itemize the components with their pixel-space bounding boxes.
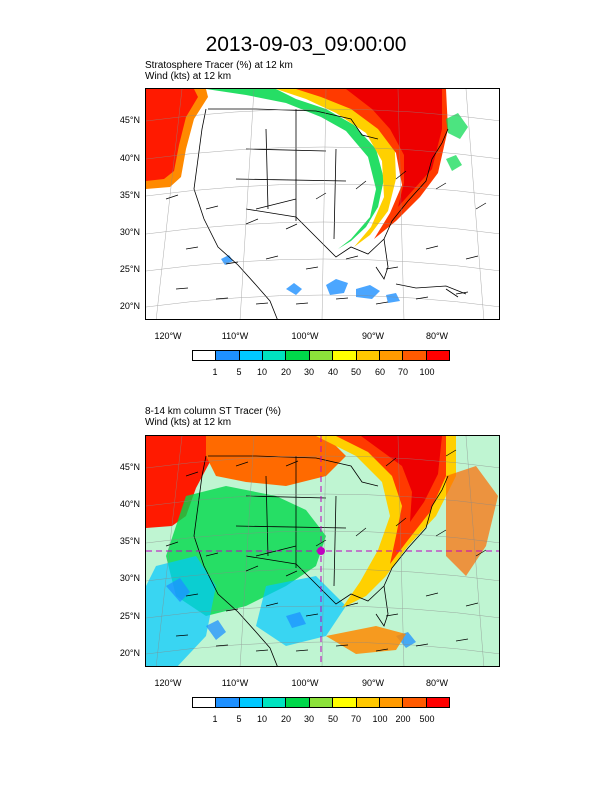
- colorbar-1-swatch: [379, 351, 404, 360]
- colorbar-2-swatch: [239, 698, 264, 707]
- lat-label-40: 40°N: [119, 499, 140, 509]
- wind-barbs: [165, 170, 487, 305]
- colorbar-2-label: 20: [280, 714, 291, 724]
- colorbar-2-label: 10: [256, 714, 267, 724]
- colorbar-1-swatch: [403, 351, 427, 360]
- map-panel-1: [145, 88, 500, 320]
- tracer-region-west: [146, 436, 216, 528]
- lon-label-90: 90°W: [361, 678, 385, 688]
- lon-label-90: 90°W: [361, 331, 385, 341]
- tracer-region-east-offshore: [446, 466, 498, 576]
- panel1-title: Stratosphere Tracer (%) at 12 km: [145, 60, 293, 71]
- tracer-region-south: [326, 626, 406, 654]
- colorbar-1-swatch: [286, 351, 310, 360]
- lat-label-30: 30°N: [119, 573, 140, 583]
- lat-label-35: 35°N: [119, 190, 140, 200]
- colorbar-1: [192, 350, 450, 361]
- lat-label-45: 45°N: [119, 462, 140, 472]
- map-coastlines: [193, 108, 467, 319]
- colorbar-2-label: 50: [327, 714, 338, 724]
- page-title: 2013-09-03_09:00:00: [205, 33, 407, 56]
- colorbar-2-label: 1: [212, 714, 218, 724]
- panel1-subtitle: Wind (kts) at 12 km: [145, 71, 232, 82]
- colorbar-2-label: 5: [236, 714, 242, 724]
- lat-label-35: 35°N: [119, 536, 140, 546]
- colorbar-2-swatch: [333, 698, 357, 707]
- lat-label-20: 20°N: [119, 301, 140, 311]
- colorbar-1-label: 5: [236, 367, 242, 377]
- colorbar-2-swatch: [379, 698, 404, 707]
- tracer-region-east-core: [361, 436, 442, 522]
- cross-section-marker: [317, 547, 325, 555]
- colorbar-2-label: 500: [419, 714, 435, 724]
- colorbar-2-swatch: [426, 698, 449, 707]
- colorbar-2-swatch: [356, 698, 380, 707]
- colorbar-2-label: 70: [350, 714, 361, 724]
- colorbar-1-label: 60: [374, 367, 385, 377]
- colorbar-1-label: 30: [303, 367, 314, 377]
- lat-label-30: 30°N: [119, 227, 140, 237]
- tracer-region-west-core: [146, 89, 198, 181]
- lon-label-110: 110°W: [221, 678, 249, 688]
- colorbar-1-label: 20: [280, 367, 291, 377]
- colorbar-2-swatch: [286, 698, 310, 707]
- colorbar-1-swatch: [426, 351, 449, 360]
- colorbar-2-label: 100: [372, 714, 388, 724]
- wind-barbs: [165, 449, 487, 652]
- colorbar-2-swatch: [403, 698, 427, 707]
- tracer-region-north: [206, 436, 346, 486]
- colorbar-1-swatch: [309, 351, 334, 360]
- lat-label-25: 25°N: [119, 611, 140, 621]
- colorbar-1-label: 40: [327, 367, 338, 377]
- panel2-subtitle: Wind (kts) at 12 km: [145, 417, 232, 428]
- tracer-blobs-east: [446, 113, 468, 171]
- colorbar-1-swatch: [263, 351, 287, 360]
- tracer-region-east-core: [346, 89, 442, 207]
- colorbar-2-swatch: [263, 698, 287, 707]
- lon-label-100: 100°W: [291, 678, 319, 688]
- lon-label-120: 120°W: [154, 678, 182, 688]
- colorbar-1-swatch: [356, 351, 380, 360]
- colorbar-2: [192, 697, 450, 708]
- lon-label-80: 80°W: [425, 678, 449, 688]
- colorbar-2-swatch: [193, 698, 217, 707]
- tracer-band-cyan: [146, 556, 346, 666]
- colorbar-2-swatch: [309, 698, 334, 707]
- colorbar-1-swatch: [193, 351, 217, 360]
- lat-label-25: 25°N: [119, 264, 140, 274]
- lat-label-20: 20°N: [119, 648, 140, 658]
- lon-label-110: 110°W: [221, 331, 249, 341]
- lon-label-100: 100°W: [291, 331, 319, 341]
- lat-label-45: 45°N: [119, 115, 140, 125]
- map-panel-2: [145, 435, 500, 667]
- colorbar-2-swatch: [216, 698, 240, 707]
- lat-label-40: 40°N: [119, 153, 140, 163]
- map-graticule: [146, 89, 499, 319]
- colorbar-1-label: 50: [350, 367, 361, 377]
- colorbar-2-label: 200: [395, 714, 411, 724]
- colorbar-1-swatch: [333, 351, 357, 360]
- colorbar-1-swatch: [239, 351, 264, 360]
- colorbar-1-label: 70: [397, 367, 408, 377]
- colorbar-2-label: 30: [303, 714, 314, 724]
- map-panel-1-svg: [146, 89, 499, 319]
- lon-label-80: 80°W: [425, 331, 449, 341]
- map-panel-2-svg: [146, 436, 499, 666]
- colorbar-1-label: 10: [256, 367, 267, 377]
- colorbar-1-label: 100: [419, 367, 435, 377]
- colorbar-1-label: 1: [212, 367, 218, 377]
- lon-label-120: 120°W: [154, 331, 182, 341]
- panel2-title: 8-14 km column ST Tracer (%): [145, 406, 281, 417]
- colorbar-1-swatch: [216, 351, 240, 360]
